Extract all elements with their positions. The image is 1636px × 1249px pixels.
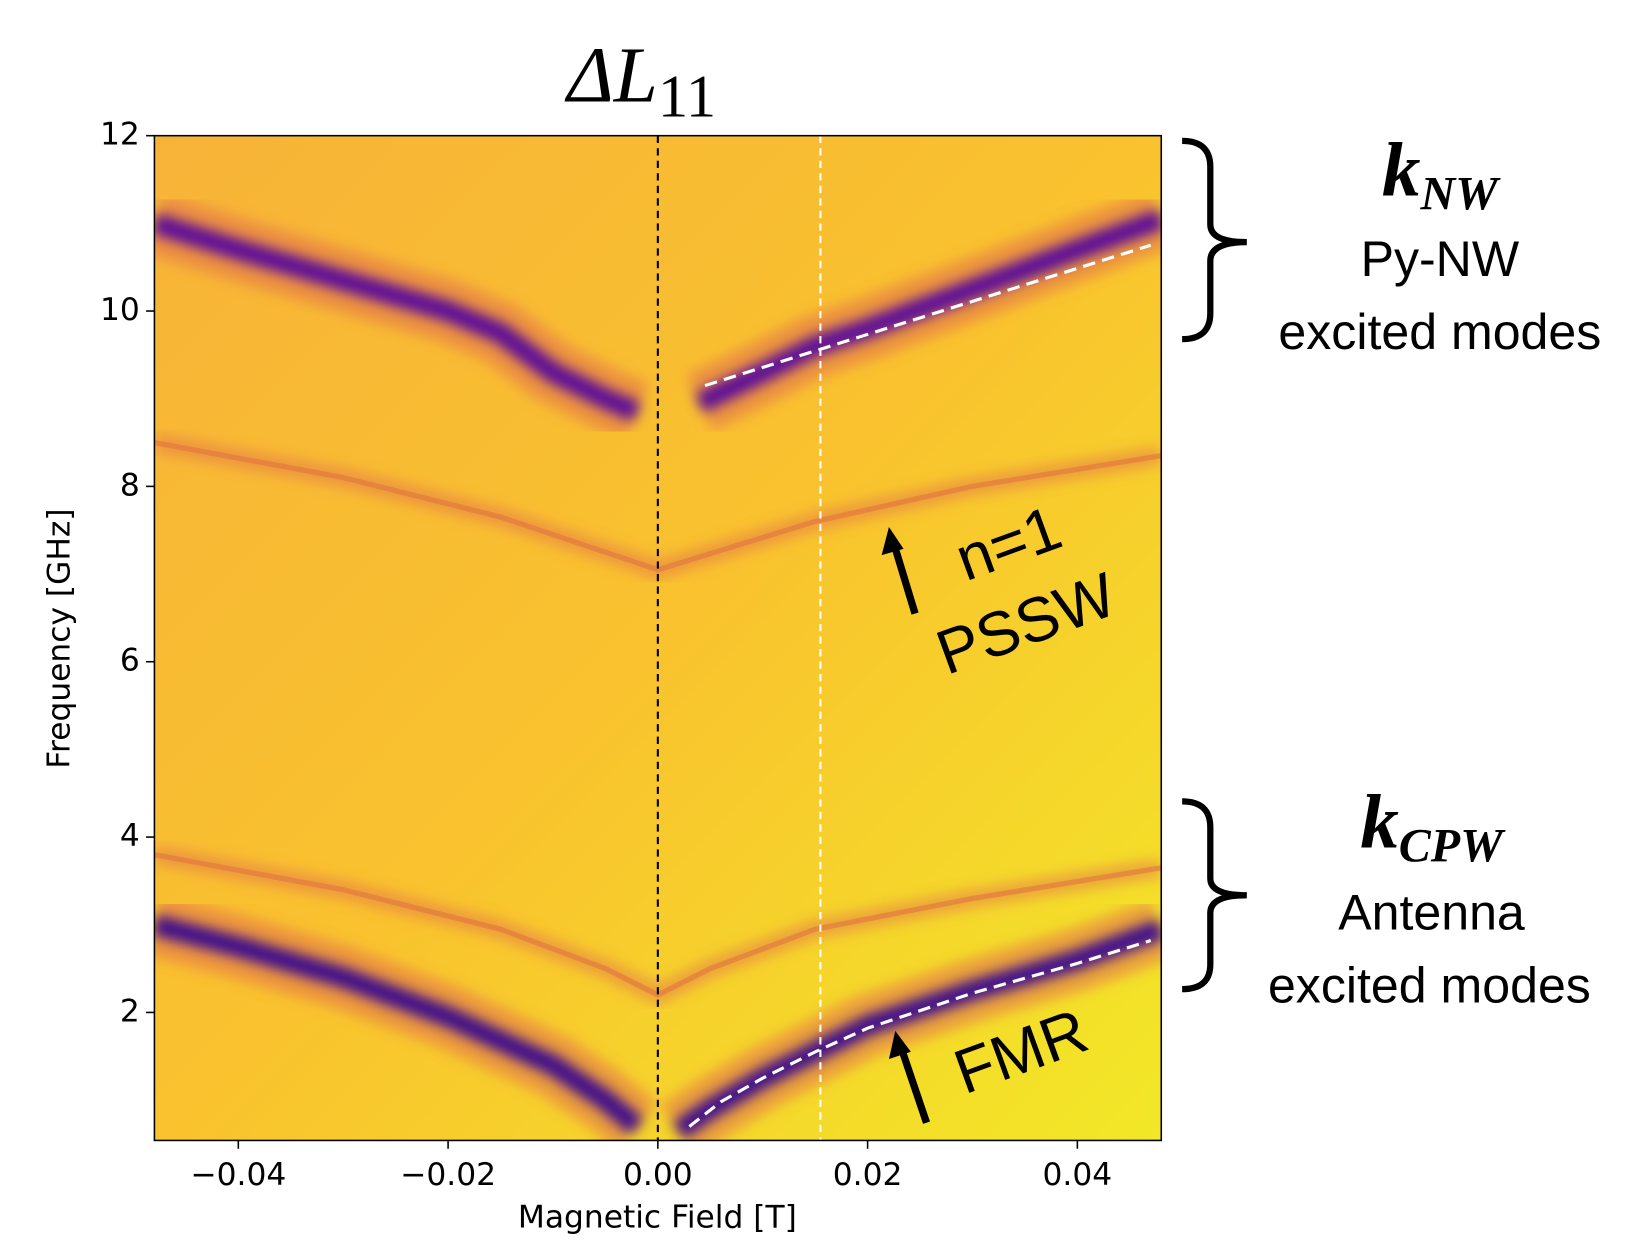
- fit-line: [688, 939, 1152, 1128]
- arrow: [890, 543, 919, 615]
- axes: −0.04 −0.02 0.00 0.02 0.04 2 4 6 8 10 12: [100, 117, 1112, 1193]
- y-tick-label: 6: [120, 643, 140, 679]
- y-tick-label: 8: [120, 467, 140, 503]
- x-tick-label: −0.04: [190, 1157, 286, 1193]
- arrow-head: [888, 1030, 911, 1060]
- annotation: Antenna: [1338, 884, 1525, 940]
- annotation: Py-NW: [1361, 231, 1520, 287]
- k-label: kNW: [1382, 126, 1501, 220]
- x-tick-label: 0.04: [1043, 1157, 1113, 1193]
- y-tick-label: 10: [100, 292, 140, 328]
- x-axis-label: Magnetic Field [T]: [518, 1200, 797, 1236]
- y-axis-label: Frequency [GHz]: [42, 508, 78, 768]
- annotation: excited modes: [1268, 957, 1591, 1013]
- band: [154, 209, 1162, 422]
- y-tick-label: 4: [120, 818, 140, 854]
- brace: [1181, 798, 1247, 993]
- title-subscript: 11: [658, 63, 716, 130]
- k-main: k: [1360, 778, 1399, 864]
- arrow: [898, 1047, 930, 1124]
- y-tick-label: 12: [100, 117, 140, 153]
- brace: [1181, 137, 1247, 343]
- x-tick-label: 0.02: [833, 1157, 903, 1193]
- y-tick-label: 2: [120, 993, 140, 1029]
- k-main: k: [1382, 126, 1421, 212]
- k-subscript: CPW: [1399, 819, 1506, 872]
- x-tick-label: 0.00: [623, 1157, 693, 1193]
- annotation: excited modes: [1278, 304, 1601, 360]
- band: [154, 439, 1162, 573]
- band: [154, 852, 1162, 998]
- chart-title: ΔL11: [564, 32, 716, 130]
- x-tick-label: −0.02: [400, 1157, 496, 1193]
- plot-area: [154, 135, 1162, 1141]
- title-main: ΔL: [564, 32, 658, 120]
- k-subscript: NW: [1419, 167, 1501, 220]
- k-label: kCPW: [1360, 778, 1506, 872]
